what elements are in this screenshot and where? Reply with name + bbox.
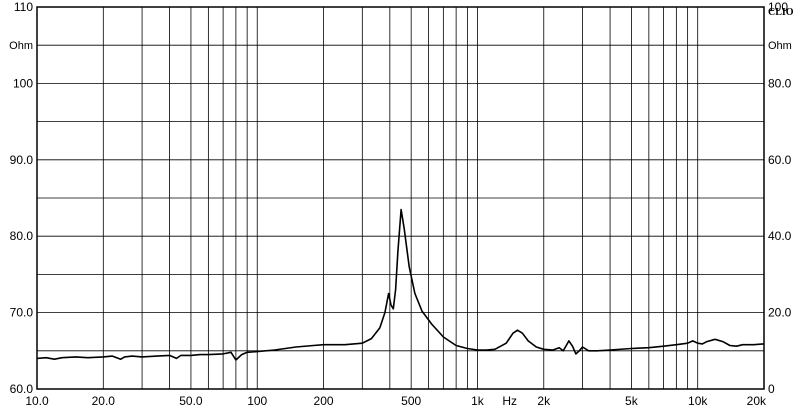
- impedance-curve: [36, 208, 765, 361]
- left-tick-label: 90.0: [10, 153, 34, 167]
- x-tick-label: 2k: [537, 394, 551, 408]
- right-tick-label: 40.0: [768, 229, 792, 243]
- right-tick-label: 100: [768, 0, 788, 14]
- left-axis-unit: Ohm: [9, 40, 33, 52]
- right-tick-label: 80.0: [768, 76, 792, 90]
- left-tick-label: 70.0: [10, 306, 34, 320]
- x-tick-label: 5k: [625, 394, 639, 408]
- left-tick-label: 110: [14, 0, 33, 14]
- x-axis-ticks: 10.0 20.0 50.0 100 200 500 1k 2k 5k 10k 20k Hz: [25, 394, 767, 408]
- x-axis-unit-label: Hz: [502, 394, 517, 408]
- left-tick-label: 100: [13, 76, 33, 90]
- left-tick-label: 60.0: [10, 382, 34, 396]
- x-tick-label: 10.0: [25, 394, 49, 408]
- x-tick-label: 200: [314, 394, 334, 408]
- left-tick-label: 80.0: [10, 229, 34, 243]
- left-axis-ticks: 110 100 90.0 80.0 70.0 60.0: [10, 0, 34, 396]
- x-tick-label: 1k: [471, 394, 485, 408]
- x-tick-label: 100: [247, 394, 267, 408]
- right-axis-unit: Ohm: [768, 40, 792, 52]
- x-tick-label: 50.0: [179, 394, 203, 408]
- x-tick-label: 20.0: [92, 394, 116, 408]
- right-tick-label: 20.0: [768, 306, 792, 320]
- grid-major: [37, 44, 764, 352]
- right-axis-ticks: 100 80.0 60.0 40.0 20.0 0: [768, 0, 792, 396]
- right-tick-label: 0: [768, 382, 775, 396]
- right-tick-label: 60.0: [768, 153, 792, 167]
- x-tick-label: 500: [401, 394, 421, 408]
- plot-frame: [36, 6, 765, 390]
- clio-brand-label: CLIO: [768, 7, 794, 18]
- x-tick-label: 10k: [688, 394, 708, 408]
- x-tick-label: 20k: [747, 394, 767, 408]
